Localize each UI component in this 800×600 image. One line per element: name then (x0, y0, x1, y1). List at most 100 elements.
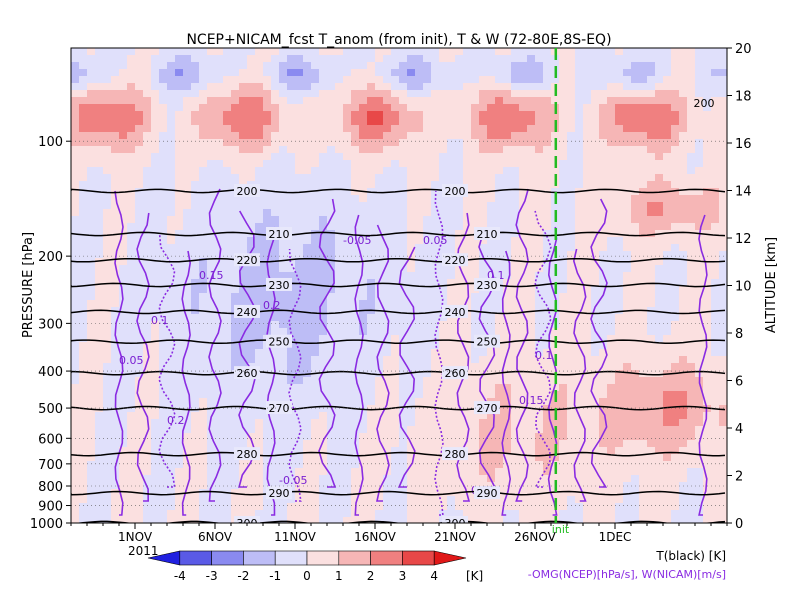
anomaly-cell (335, 349, 344, 357)
anomaly-cell (287, 146, 296, 154)
anomaly-cell (79, 174, 88, 182)
anomaly-cell (639, 181, 648, 189)
anomaly-cell (391, 496, 400, 504)
anomaly-cell (167, 503, 176, 511)
anomaly-cell (423, 391, 432, 399)
anomaly-cell (239, 461, 248, 469)
anomaly-cell (255, 209, 264, 217)
anomaly-cell (175, 153, 184, 161)
anomaly-cell (511, 265, 520, 273)
anomaly-cell (367, 426, 376, 434)
anomaly-cell (631, 83, 640, 91)
anomaly-cell (631, 181, 640, 189)
anomaly-cell (631, 251, 640, 259)
anomaly-cell (607, 398, 616, 406)
anomaly-cell (511, 62, 520, 70)
anomaly-cell (583, 251, 592, 259)
anomaly-cell (631, 237, 640, 245)
anomaly-cell (319, 76, 328, 84)
anomaly-cell (223, 286, 232, 294)
anomaly-cell (215, 146, 224, 154)
anomaly-cell (287, 104, 296, 112)
anomaly-cell (111, 174, 120, 182)
anomaly-cell (119, 69, 128, 77)
anomaly-cell (311, 286, 320, 294)
anomaly-cell (423, 160, 432, 168)
anomaly-cell (311, 237, 320, 245)
anomaly-cell (223, 342, 232, 350)
anomaly-cell (119, 279, 128, 287)
anomaly-cell (199, 174, 208, 182)
anomaly-cell (359, 244, 368, 252)
anomaly-cell (167, 314, 176, 322)
anomaly-cell (111, 510, 120, 518)
anomaly-cell (407, 265, 416, 273)
anomaly-cell (255, 104, 264, 112)
anomaly-cell (127, 468, 136, 476)
anomaly-cell (575, 356, 584, 364)
anomaly-cell (327, 195, 336, 203)
anomaly-cell (415, 258, 424, 266)
anomaly-cell (343, 426, 352, 434)
anomaly-cell (423, 125, 432, 133)
anomaly-cell (231, 293, 240, 301)
anomaly-cell (127, 230, 136, 238)
anomaly-cell (175, 76, 184, 84)
anomaly-cell (567, 153, 576, 161)
anomaly-cell (335, 426, 344, 434)
anomaly-cell (343, 293, 352, 301)
anomaly-cell (367, 62, 376, 70)
anomaly-cell (103, 426, 112, 434)
anomaly-cell (471, 251, 480, 259)
anomaly-cell (71, 510, 80, 518)
anomaly-cell (431, 384, 440, 392)
anomaly-cell (215, 356, 224, 364)
anomaly-cell (631, 202, 640, 210)
anomaly-cell (255, 496, 264, 504)
anomaly-cell (463, 202, 472, 210)
anomaly-cell (223, 272, 232, 280)
anomaly-cell (279, 209, 288, 217)
anomaly-cell (455, 153, 464, 161)
anomaly-cell (159, 55, 168, 63)
anomaly-cell (95, 426, 104, 434)
anomaly-cell (423, 223, 432, 231)
anomaly-cell (239, 111, 248, 119)
anomaly-cell (495, 181, 504, 189)
anomaly-cell (503, 146, 512, 154)
anomaly-cell (527, 118, 536, 126)
anomaly-cell (367, 286, 376, 294)
anomaly-cell (511, 104, 520, 112)
anomaly-cell (423, 153, 432, 161)
anomaly-cell (487, 258, 496, 266)
anomaly-cell (327, 153, 336, 161)
anomaly-cell (239, 489, 248, 497)
anomaly-cell (175, 349, 184, 357)
anomaly-cell (559, 300, 568, 308)
anomaly-cell (167, 412, 176, 420)
anomaly-cell (391, 468, 400, 476)
anomaly-cell (455, 90, 464, 98)
anomaly-cell (111, 293, 120, 301)
anomaly-cell (535, 370, 544, 378)
anomaly-cell (159, 216, 168, 224)
anomaly-cell (159, 62, 168, 70)
anomaly-cell (575, 202, 584, 210)
anomaly-cell (487, 517, 496, 523)
anomaly-cell (575, 97, 584, 105)
anomaly-cell (103, 153, 112, 161)
anomaly-cell (343, 468, 352, 476)
anomaly-cell (79, 377, 88, 385)
anomaly-cell (159, 69, 168, 77)
anomaly-cell (207, 251, 216, 259)
anomaly-cell (351, 349, 360, 357)
anomaly-cell (279, 454, 288, 462)
anomaly-cell (87, 118, 96, 126)
anomaly-cell (183, 223, 192, 231)
anomaly-cell (79, 125, 88, 133)
anomaly-cell (471, 475, 480, 483)
anomaly-cell (583, 216, 592, 224)
anomaly-cell (95, 69, 104, 77)
anomaly-cell (159, 370, 168, 378)
anomaly-cell (207, 307, 216, 315)
